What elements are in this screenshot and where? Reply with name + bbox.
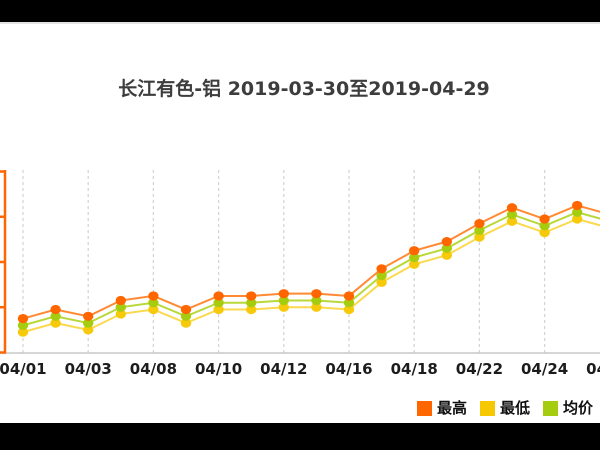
data-point-最低	[278, 302, 289, 312]
x-axis-label: 04/26	[586, 360, 600, 378]
data-point-均价	[278, 295, 289, 306]
data-point-最低	[539, 227, 550, 238]
data-point-最高	[213, 291, 224, 301]
data-point-均价	[50, 311, 61, 321]
top-letterbox-bar	[0, 0, 600, 24]
data-point-最高	[180, 304, 192, 315]
data-point-均价	[213, 298, 224, 308]
data-point-最低	[83, 325, 94, 335]
x-axis-label: 04/08	[130, 360, 177, 378]
bottom-letterbox-bar	[0, 423, 600, 450]
data-point-最低	[246, 304, 257, 315]
data-point-最低	[572, 214, 583, 224]
data-point-均价	[17, 320, 29, 330]
legend-label: 均价	[563, 399, 594, 417]
data-point-均价	[441, 243, 452, 254]
data-point-最高	[148, 291, 159, 301]
data-point-均价	[343, 298, 355, 308]
x-axis-label: 04/18	[391, 360, 438, 378]
series-line-最低	[22, 217, 600, 334]
x-axis-label: 04/24	[521, 360, 568, 378]
x-axis-label: 04/01	[0, 360, 47, 378]
legend-item-avg: 均价	[543, 401, 593, 416]
x-axis-label: 04/16	[325, 360, 372, 378]
data-point-均价	[148, 298, 159, 308]
data-point-均价	[180, 311, 192, 321]
data-point-最低	[148, 304, 159, 315]
data-point-最低	[409, 259, 420, 269]
data-point-最高	[343, 291, 355, 301]
data-point-均价	[83, 318, 94, 328]
data-point-最高	[246, 291, 257, 301]
legend-item-high: 最高	[417, 401, 467, 416]
data-point-最高	[539, 214, 550, 224]
high-series-swatch-icon	[417, 401, 432, 416]
data-point-最低	[213, 304, 224, 315]
data-point-最高	[50, 304, 61, 315]
chart-title: 长江有色-铝 2019-03-30至2019-04-29	[118, 78, 490, 100]
x-axis-label: 04/10	[195, 360, 242, 378]
legend-label: 最低	[500, 399, 531, 417]
data-point-最低	[441, 250, 452, 260]
data-point-最高	[376, 264, 387, 274]
data-point-最低	[180, 318, 192, 328]
data-point-均价	[246, 298, 257, 308]
data-point-最低	[376, 277, 387, 287]
x-axis-label: 04/03	[65, 360, 112, 378]
data-point-最高	[17, 313, 29, 324]
data-point-均价	[506, 209, 518, 220]
data-point-最高	[441, 237, 452, 247]
data-point-最低	[343, 304, 355, 315]
data-point-均价	[311, 295, 322, 306]
data-point-均价	[539, 221, 550, 231]
legend-item-low: 最低	[480, 401, 530, 416]
data-point-均价	[376, 270, 387, 281]
data-point-最低	[50, 318, 61, 328]
data-point-最高	[572, 200, 583, 211]
data-point-均价	[115, 302, 127, 312]
data-point-均价	[474, 225, 485, 235]
x-axis-label: 04/12	[260, 360, 307, 378]
data-point-最高	[409, 246, 420, 256]
data-point-最低	[17, 327, 29, 337]
data-point-最低	[115, 309, 127, 319]
data-point-最高	[311, 289, 322, 299]
data-point-最低	[311, 302, 322, 312]
avg-series-swatch-icon	[543, 401, 559, 416]
chart-legend: 最高 最低 均价	[417, 401, 593, 416]
data-point-均价	[409, 252, 420, 263]
data-point-最高	[474, 218, 485, 229]
data-point-最高	[278, 289, 289, 299]
data-point-均价	[572, 207, 583, 217]
data-point-最高	[506, 203, 518, 213]
legend-label: 最高	[437, 399, 468, 417]
data-point-最高	[83, 311, 94, 321]
data-point-最低	[474, 232, 485, 242]
data-point-最高	[115, 295, 127, 306]
x-axis-label: 04/22	[456, 360, 503, 378]
low-series-swatch-icon	[480, 401, 496, 416]
data-point-最低	[506, 216, 518, 226]
